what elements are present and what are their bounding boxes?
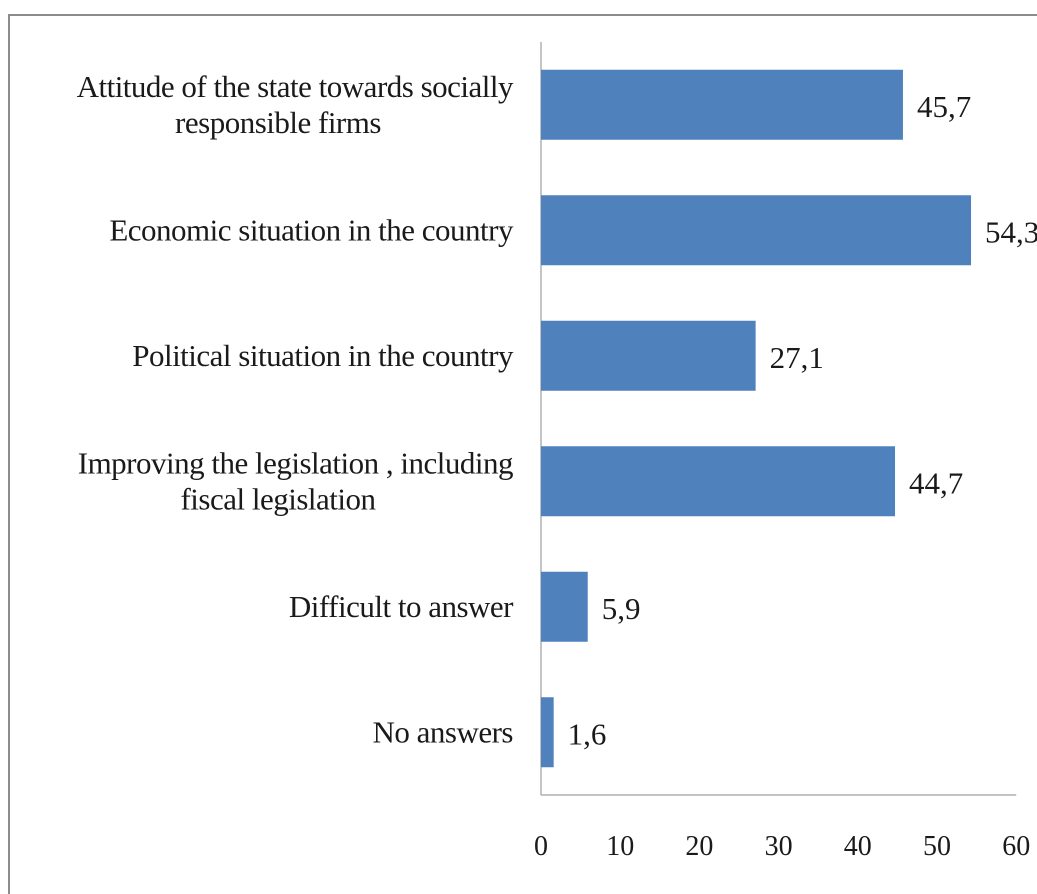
x-tick-label: 60 [1002, 831, 1030, 862]
x-tick-label: 30 [765, 831, 793, 862]
value-label: 5,9 [602, 591, 641, 626]
value-label: 54,3 [985, 214, 1037, 249]
category-label: responsible firms [175, 105, 381, 140]
bar [541, 69, 903, 140]
category-label: No answers [373, 714, 514, 749]
category-label: Economic situation in the country [109, 212, 514, 247]
value-label: 27,1 [770, 340, 824, 375]
x-tick-label: 50 [923, 831, 951, 862]
x-tick-label: 10 [606, 831, 634, 862]
category-label: Improving the legislation , including [78, 445, 513, 480]
category-label: Difficult to answer [289, 589, 514, 624]
bar [541, 195, 972, 266]
bar [541, 697, 554, 768]
value-label: 45,7 [917, 89, 971, 124]
value-label: 44,7 [909, 465, 963, 500]
category-label: fiscal legislation [180, 481, 376, 516]
chart-frame [8, 14, 1037, 894]
bar [541, 571, 588, 642]
bar [541, 446, 896, 517]
value-label: 1,6 [568, 716, 607, 751]
x-tick-label: 20 [685, 831, 713, 862]
bar [541, 320, 756, 391]
category-label: Attitude of the state towards socially [77, 69, 514, 104]
x-tick-label: 0 [534, 831, 548, 862]
category-label: Political situation in the country [132, 338, 514, 373]
x-tick-label: 40 [844, 831, 872, 862]
